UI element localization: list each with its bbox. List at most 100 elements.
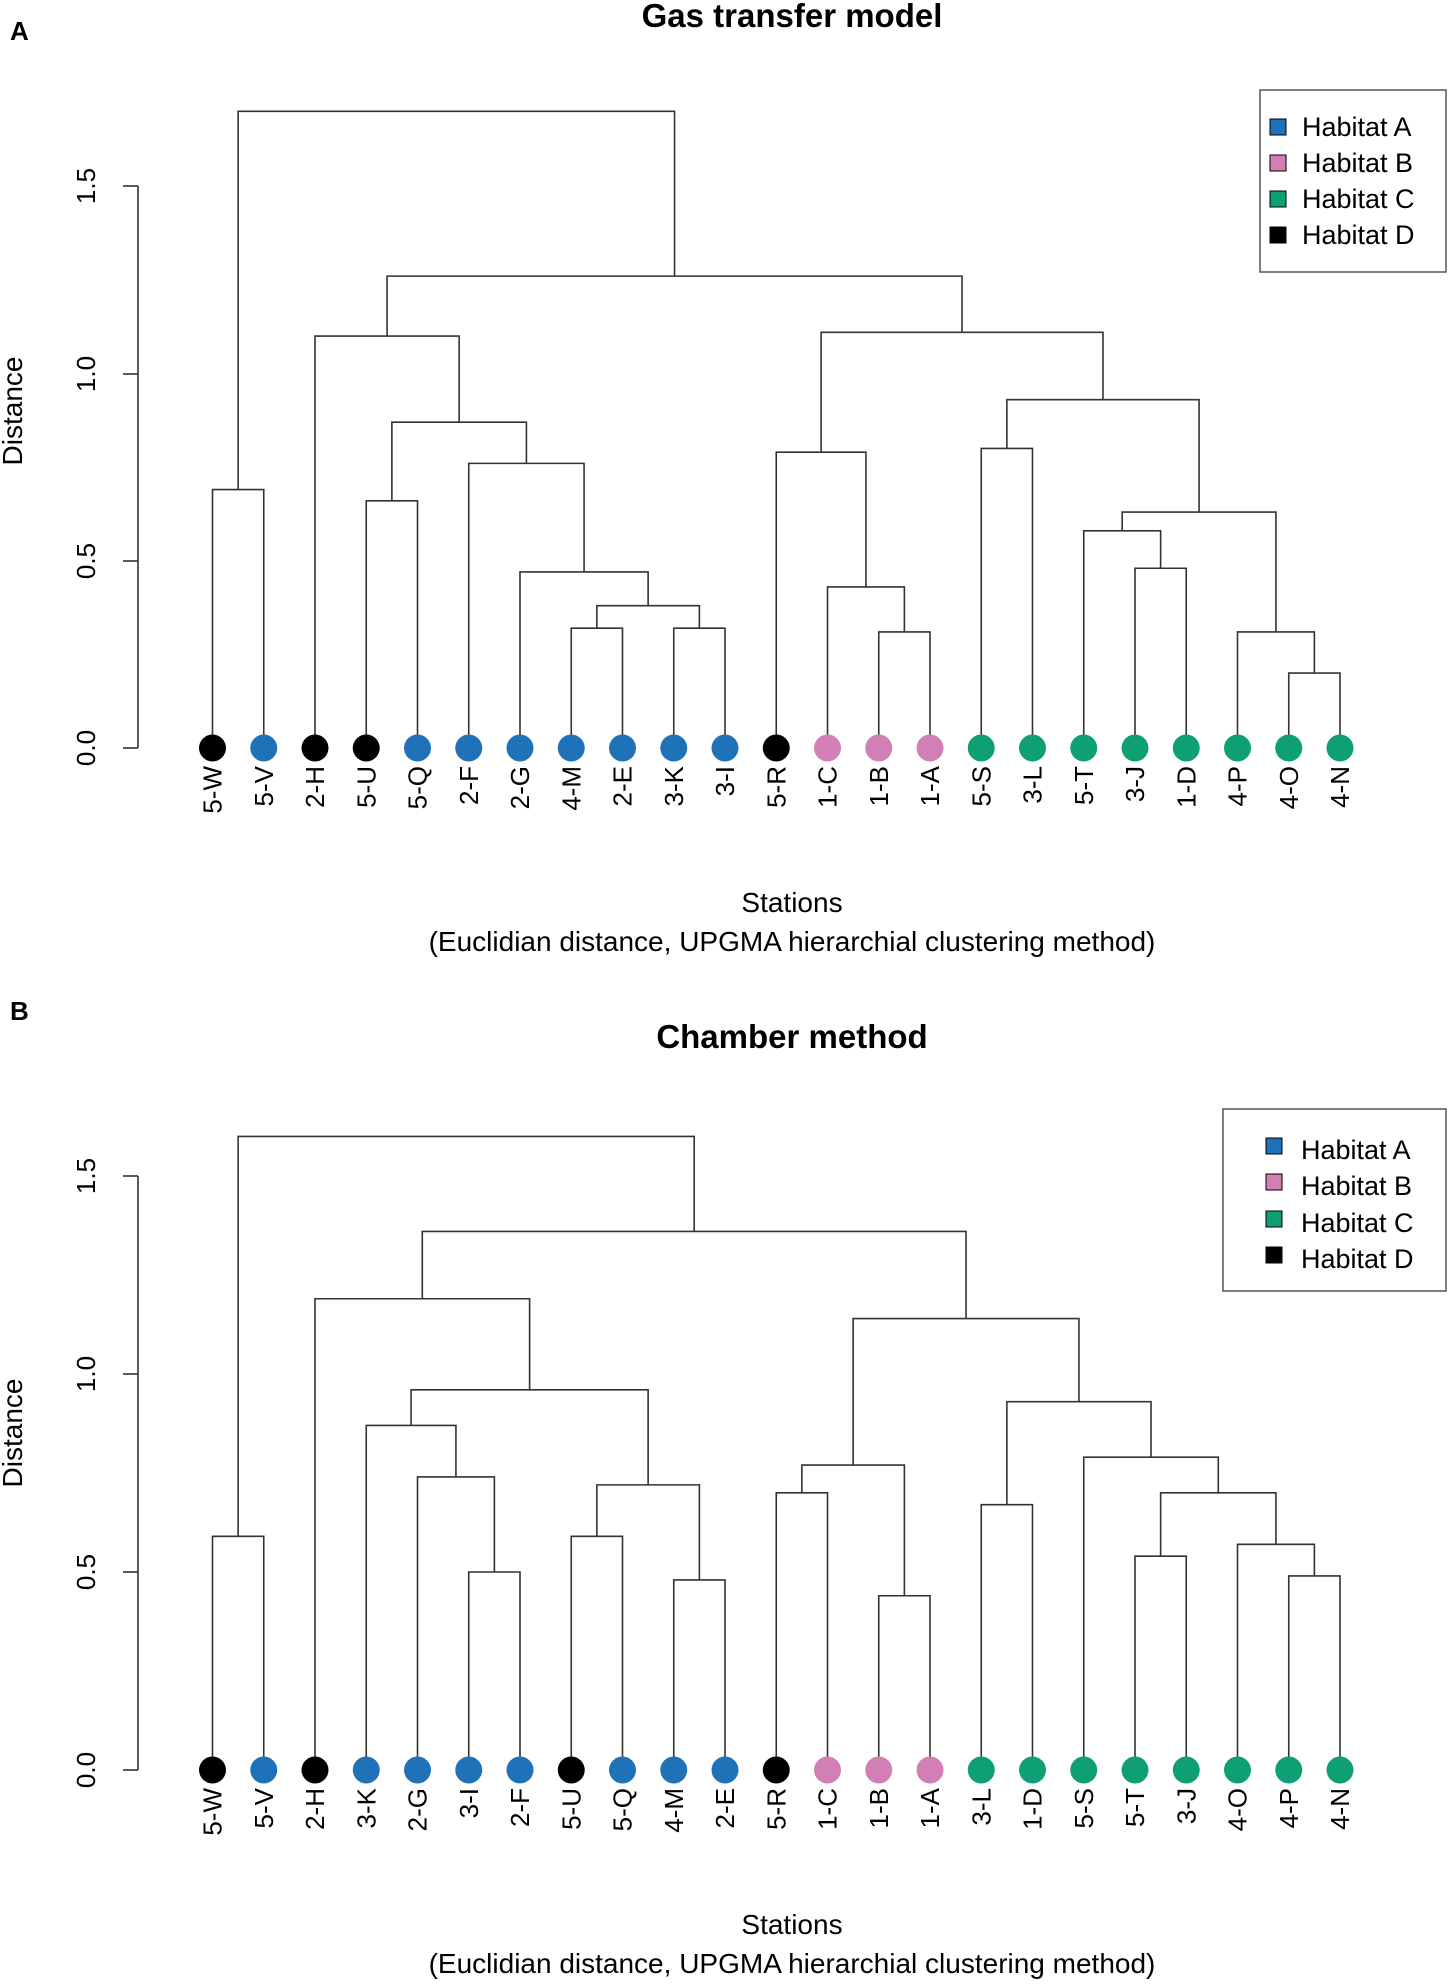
- panel-b-leaf-marker: [1275, 1756, 1303, 1784]
- panel-a-merge-branch: [1134, 567, 1188, 748]
- panel-a-y-axis: 0.0 0.5 1.0 1.5: [71, 168, 139, 766]
- panel-a-legend-swatch-habitat-b: [1269, 154, 1287, 172]
- panel-a-merge-branch: [775, 451, 867, 748]
- panel-a-legend-swatch-habitat-d: [1269, 226, 1287, 244]
- panel-b-merge-branch: [1159, 1492, 1277, 1557]
- panel-a-leaf-label: 2-E: [608, 766, 638, 806]
- panel-b-leaf-marker: [1326, 1756, 1354, 1784]
- panel-a-leaf-label: 4-O: [1274, 766, 1304, 809]
- panel-b-leaf-marker: [455, 1756, 483, 1784]
- panel-a-title: Gas transfer model: [642, 0, 943, 34]
- panel-b-leaf-marker: [1172, 1756, 1200, 1784]
- panel-b-merge-branch: [1236, 1543, 1316, 1770]
- panel-a-leaf-label: 1-C: [813, 766, 843, 808]
- panel-b-leaf-label: 4-O: [1223, 1788, 1253, 1831]
- panel-b-merge-branch: [570, 1535, 624, 1770]
- panel-b-legend-swatch-habitat-d: [1265, 1246, 1283, 1264]
- panel-b-merge-branch: [1134, 1555, 1188, 1770]
- panel-b-merge-branch: [980, 1503, 1034, 1770]
- panel-a-leaf-marker: [352, 734, 380, 762]
- panel-b-merge-branch: [1287, 1575, 1341, 1770]
- panel-b-leaf-label: 5-V: [249, 1787, 279, 1828]
- panel-a-leaf-label: 5-S: [966, 766, 996, 806]
- panel-b-leaf-label: 3-J: [1171, 1788, 1201, 1824]
- panel-a-leaf-marker: [455, 734, 483, 762]
- panel-a-leaf-label: 3-I: [710, 766, 740, 796]
- panel-a-merge-branch: [211, 488, 265, 748]
- panel-b-leaf-marker: [762, 1756, 790, 1784]
- panel-b-merge-branch: [596, 1484, 701, 1580]
- panel-a-merge-branch: [826, 586, 906, 748]
- panel-a-merge-branch: [877, 631, 931, 748]
- panel-a-leaf-label: 3-K: [659, 765, 689, 806]
- panel-b-leaf-label: 2-H: [300, 1788, 330, 1830]
- panel-a-leaf-marker: [609, 734, 636, 762]
- panel-b-leaf-marker: [199, 1756, 226, 1784]
- panel-b-leaf-label: 5-S: [1069, 1788, 1099, 1828]
- panel-a-leaf-marker: [762, 734, 790, 762]
- panel-b-merge-branch: [237, 1135, 695, 1537]
- panel-b-leaf-marker: [865, 1756, 893, 1784]
- panel-b-title: Chamber method: [656, 1018, 927, 1055]
- panel-b-leaf-marker: [352, 1756, 380, 1784]
- panel-a-y-tick-label: 1.0: [71, 356, 101, 392]
- panel-b-legend-swatch-habitat-a: [1265, 1137, 1283, 1155]
- panel-a-leaf-marker: [711, 734, 739, 762]
- panel-a-leaf-label: 5-W: [198, 766, 228, 814]
- panel-a-leaf-marker: [301, 734, 329, 762]
- panel-a-dendrogram: 5-W 5-V 2-H 5-U 5-Q 2-F 2-G 4-M 2-E 3-K 3-I 5-R 1-C 1…: [198, 110, 1355, 814]
- panel-b-leaf-marker: [1121, 1756, 1149, 1784]
- panel-a-merge-branch: [386, 275, 963, 337]
- panel-a-merge-branch: [980, 447, 1034, 748]
- panel-a-x-axis-label: Stations: [741, 887, 842, 918]
- panel-a-leaf-label: 5-Q: [403, 766, 433, 809]
- panel-b-leaf-label: 3-K: [351, 1787, 381, 1828]
- panel-a-merge-branch: [237, 110, 676, 490]
- panel-a-leaf-marker: [404, 734, 431, 762]
- panel-b-y-tick-label: 1.5: [71, 1158, 101, 1194]
- panel-b-leaf-label: 3-I: [454, 1788, 484, 1818]
- panel-a-y-axis-label: Distance: [0, 357, 28, 466]
- panel-a-leaf-marker: [1224, 734, 1251, 762]
- panel-a-merge-branch: [672, 627, 726, 748]
- panel-b-leaf-label: 2-G: [403, 1788, 433, 1831]
- panel-b-leaf-marker: [557, 1756, 585, 1784]
- panel-a-leaf-marker: [1275, 734, 1303, 762]
- panel-b-y-tick-label: 1.0: [71, 1356, 101, 1392]
- panel-b-legend-swatch-habitat-c: [1265, 1210, 1283, 1228]
- panel-a-leaf-label: 2-F: [454, 766, 484, 805]
- panel-a-leaf-marker: [660, 734, 688, 762]
- panel-b-leaf-label: 5-Q: [608, 1788, 638, 1831]
- panel-b-dendrogram: 5-W 5-V 2-H 3-K 2-G 3-I 2-F 5-U 5-Q 4-M 2-E 5-R 1-C 1…: [198, 1135, 1355, 1836]
- panel-a-leaf-label: 1-B: [864, 766, 894, 806]
- panel-a-leaf-label: 4-P: [1223, 766, 1253, 806]
- panel-b-leaf-label: 2-E: [710, 1788, 740, 1828]
- panel-b-merge-branch: [314, 1297, 531, 1770]
- panel-b-merge-branch: [211, 1535, 265, 1770]
- panel-a-merge-branch: [1082, 529, 1162, 748]
- panel-b-leaf-label: 1-B: [864, 1788, 894, 1828]
- panel-a-branches: [211, 110, 1341, 748]
- panel-b-leaf-label: 1-A: [915, 1787, 945, 1828]
- panel-a-merge-branch: [1287, 672, 1341, 748]
- panel-a-leaf-marker: [814, 734, 841, 762]
- panel-a-leaf-label: 5-U: [351, 766, 381, 808]
- panel-b-leaf-label: 4-P: [1274, 1788, 1304, 1828]
- panel-a-merge-branch: [1006, 398, 1200, 513]
- panel-b-legend-label: Habitat D: [1301, 1244, 1414, 1274]
- panel-b-leaf-marker: [1224, 1756, 1251, 1784]
- panel-b-merge-branch: [467, 1571, 521, 1770]
- panel-b-merge-branch: [410, 1389, 649, 1485]
- panel-b-x-axis-sublabel: (Euclidian distance, UPGMA hierarchial c…: [429, 1948, 1156, 1979]
- panel-a-y-tick-label: 1.5: [71, 168, 101, 204]
- panel-a-legend-label: Habitat B: [1302, 148, 1413, 178]
- panel-a-leaf-marker: [1019, 734, 1046, 762]
- panel-b-merge-branch: [877, 1594, 931, 1770]
- panel-a-merge-branch: [467, 462, 585, 748]
- panel-a-leaf-label: 2-H: [300, 766, 330, 808]
- panel-a-merge-branch: [314, 335, 460, 748]
- panel-a-leaf-label: 4-N: [1325, 766, 1355, 808]
- panel-b-leaf-marker: [506, 1756, 534, 1784]
- panel-b-y-axis: 0.0 0.5 1.0 1.5: [71, 1158, 139, 1788]
- panel-a-merge-branch: [519, 571, 649, 748]
